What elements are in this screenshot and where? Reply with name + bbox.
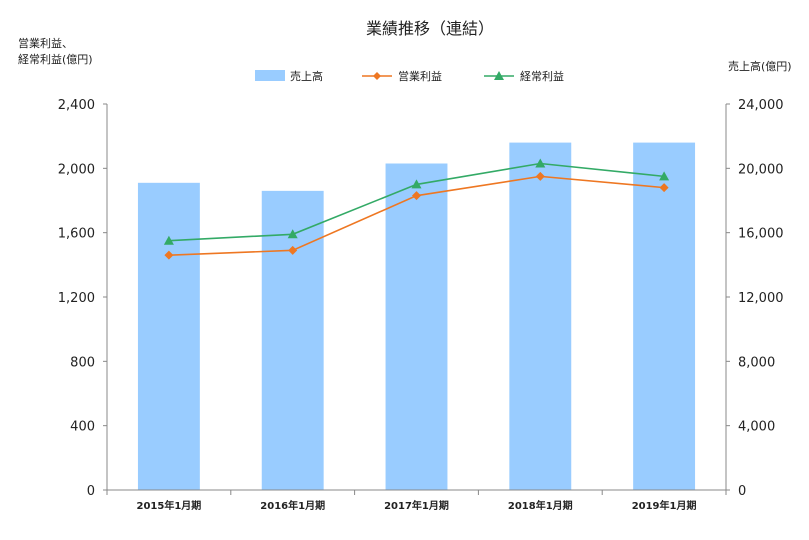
- left-tick-label-1: 400: [70, 420, 95, 435]
- legend-label-operating-profit: 営業利益: [398, 69, 442, 83]
- bar-sales-3: [385, 163, 448, 490]
- legend-label-ordinary-profit: 経常利益: [520, 69, 564, 83]
- point-operating-profit-2: [288, 245, 298, 255]
- left-tick-label-5: 2,000: [58, 162, 95, 177]
- legend-marker-ordinary-profit: [494, 71, 504, 80]
- legend-swatch-sales: [255, 70, 285, 81]
- right-tick-label-2: 8,000: [738, 355, 775, 370]
- right-axis-title: 売上高(億円): [728, 59, 792, 73]
- right-tick-label-4: 16,000: [738, 227, 784, 242]
- axes: [103, 103, 730, 495]
- right-tick-label-6: 24,000: [738, 98, 784, 113]
- point-operating-profit-5: [659, 183, 669, 193]
- right-tick-label-1: 4,000: [738, 420, 775, 435]
- bar-series: [137, 142, 696, 490]
- right-tick-label-0: 0: [738, 484, 746, 499]
- point-ordinary-profit-5: [659, 171, 670, 181]
- left-tick-label-2: 800: [70, 355, 95, 370]
- line-series: [163, 158, 670, 260]
- point-operating-profit-3: [412, 191, 421, 201]
- category-label-2: 2016年1月期: [260, 499, 325, 512]
- category-label-3: 2017年1月期: [384, 499, 449, 512]
- legend-marker-operating-profit: [373, 72, 381, 80]
- point-operating-profit-1: [164, 250, 174, 260]
- left-axis-title-line2: 経常利益(億円): [18, 52, 93, 66]
- right-tick-label-5: 20,000: [738, 162, 784, 177]
- bar-sales-5: [633, 142, 696, 490]
- legend-label-sales: 売上高: [290, 69, 323, 83]
- left-tick-label-3: 1,200: [58, 291, 95, 306]
- tick-labels: 0 400 800 1,200 1,600 2,000 2,400 0 4,000 8,000 12…: [58, 98, 784, 512]
- category-label-4: 2018年1月期: [508, 499, 573, 512]
- left-tick-label-6: 2,400: [58, 98, 95, 113]
- point-ordinary-profit-1: [163, 235, 174, 245]
- left-tick-label-0: 0: [87, 484, 95, 499]
- category-label-5: 2019年1月期: [632, 499, 697, 512]
- category-label-1: 2015年1月期: [137, 499, 202, 512]
- point-ordinary-profit-2: [287, 229, 298, 239]
- point-ordinary-profit-3: [411, 179, 422, 189]
- right-tick-label-3: 12,000: [738, 291, 784, 306]
- left-axis-title-line1: 営業利益、: [18, 36, 73, 50]
- point-operating-profit-4: [535, 171, 545, 181]
- chart-title: 業績推移（連結）: [366, 19, 494, 38]
- legend: 売上高 営業利益 経常利益: [255, 69, 564, 83]
- point-ordinary-profit-4: [535, 158, 546, 168]
- left-tick-label-4: 1,600: [58, 227, 95, 242]
- bar-sales-1: [137, 182, 200, 490]
- bar-sales-4: [509, 142, 572, 490]
